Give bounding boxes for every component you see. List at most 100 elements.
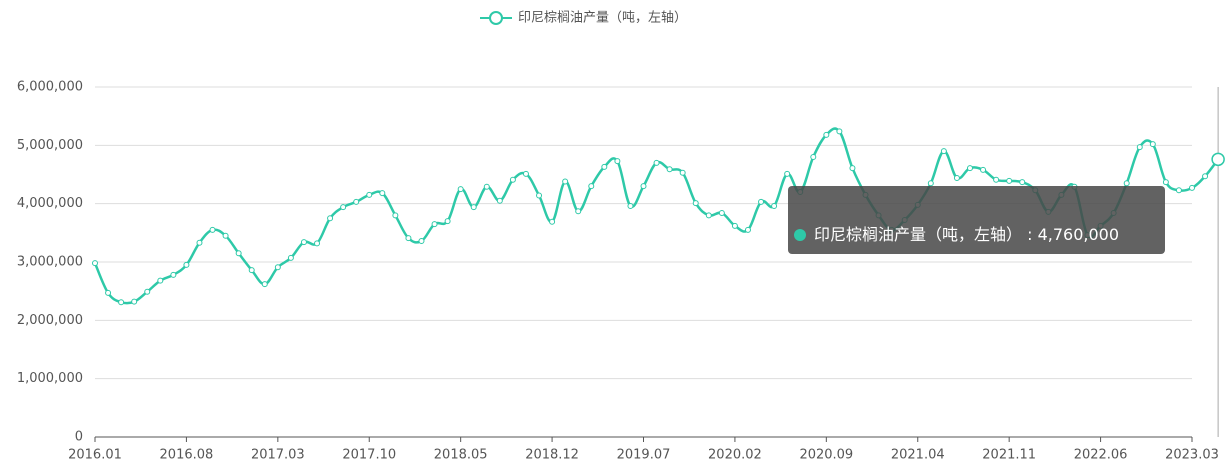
- point: [640, 183, 647, 190]
- point: [627, 203, 634, 209]
- point: [744, 226, 751, 233]
- point: [170, 271, 177, 278]
- point: [1175, 187, 1182, 194]
- point: [1202, 173, 1209, 180]
- y-tick-label: 2,000,000: [17, 313, 83, 328]
- y-tick-label: 3,000,000: [17, 255, 83, 270]
- x-tick-label: 2020.09: [799, 448, 853, 463]
- point: [457, 186, 464, 193]
- point: [1189, 184, 1195, 191]
- point: [1136, 144, 1143, 151]
- point: [836, 128, 843, 135]
- point: [679, 169, 686, 176]
- point: [444, 218, 451, 225]
- point: [953, 175, 960, 181]
- point: [418, 238, 425, 244]
- x-tick-label: 2019.07: [617, 448, 671, 463]
- point: [1162, 179, 1169, 186]
- point: [496, 197, 503, 204]
- point: [1211, 152, 1225, 167]
- x-tick-label: 2016.01: [68, 448, 122, 463]
- legend-label: 印尼棕榈油产量（吨，左轴）: [518, 11, 687, 26]
- tooltip-marker: [794, 229, 806, 241]
- point: [966, 165, 973, 172]
- y-tick-label: 4,000,000: [17, 196, 83, 211]
- point: [849, 165, 856, 172]
- point: [927, 180, 934, 187]
- point: [993, 176, 1000, 183]
- point: [470, 204, 477, 211]
- tooltip-sep: :: [1022, 225, 1038, 244]
- point: [536, 192, 543, 199]
- tooltip: 印尼棕榈油产量（吨，左轴） : 4,760,000: [788, 186, 1165, 254]
- point: [483, 183, 490, 190]
- point: [718, 210, 725, 216]
- legend-marker: [489, 11, 503, 25]
- tooltip-text: 印尼棕榈油产量（吨，左轴） : 4,760,000: [814, 225, 1119, 244]
- point: [157, 277, 164, 284]
- point: [692, 200, 699, 207]
- point: [222, 232, 229, 239]
- point: [940, 148, 947, 155]
- point: [509, 176, 516, 183]
- point: [144, 288, 151, 295]
- point: [300, 239, 307, 246]
- point: [235, 250, 242, 257]
- point: [287, 254, 294, 261]
- point: [92, 260, 98, 267]
- point: [1006, 177, 1013, 184]
- point: [549, 218, 556, 225]
- x-tick-label: 2017.10: [342, 448, 396, 463]
- y-tick-label: 0: [75, 430, 83, 445]
- point: [575, 208, 582, 215]
- x-tick-label: 2020.02: [708, 448, 762, 463]
- point: [614, 158, 621, 165]
- tooltip-value: 4,760,000: [1038, 225, 1119, 244]
- y-tick-label: 6,000,000: [17, 80, 83, 95]
- point: [810, 154, 817, 160]
- point: [522, 170, 529, 177]
- point: [183, 261, 190, 268]
- x-tick-label: 2017.03: [251, 448, 305, 463]
- y-tick-label: 5,000,000: [17, 138, 83, 153]
- point: [588, 183, 595, 190]
- point: [340, 204, 347, 211]
- point: [562, 178, 569, 185]
- point: [105, 289, 112, 296]
- point: [666, 166, 673, 173]
- point: [1123, 180, 1130, 187]
- point: [314, 240, 321, 247]
- point: [705, 212, 712, 219]
- x-tick-label: 2018.12: [525, 448, 579, 463]
- point: [431, 221, 438, 228]
- point: [118, 299, 125, 306]
- tooltip-box: [788, 186, 1165, 254]
- point: [274, 264, 281, 271]
- y-tick-label: 1,000,000: [17, 371, 83, 386]
- point: [392, 212, 399, 219]
- point: [758, 198, 765, 205]
- point: [353, 198, 360, 205]
- point: [784, 170, 791, 177]
- point: [1019, 179, 1026, 186]
- point: [653, 159, 660, 166]
- point: [405, 235, 412, 242]
- point: [1149, 141, 1156, 148]
- point: [601, 163, 608, 170]
- x-tick-label: 2016.08: [160, 448, 214, 463]
- x-tick-label: 2021.04: [891, 448, 945, 463]
- point: [209, 226, 216, 233]
- point: [731, 222, 738, 229]
- x-tick-label: 2021.11: [982, 448, 1036, 463]
- tooltip-series: 印尼棕榈油产量（吨，左轴）: [814, 225, 1022, 244]
- point: [823, 131, 830, 138]
- x-tick-label: 2018.05: [434, 448, 488, 463]
- point: [771, 203, 778, 209]
- point: [379, 190, 386, 197]
- point: [327, 215, 334, 222]
- point: [261, 281, 268, 288]
- point: [980, 166, 987, 173]
- x-tick-label: 2023.03: [1165, 448, 1219, 463]
- point: [248, 267, 255, 274]
